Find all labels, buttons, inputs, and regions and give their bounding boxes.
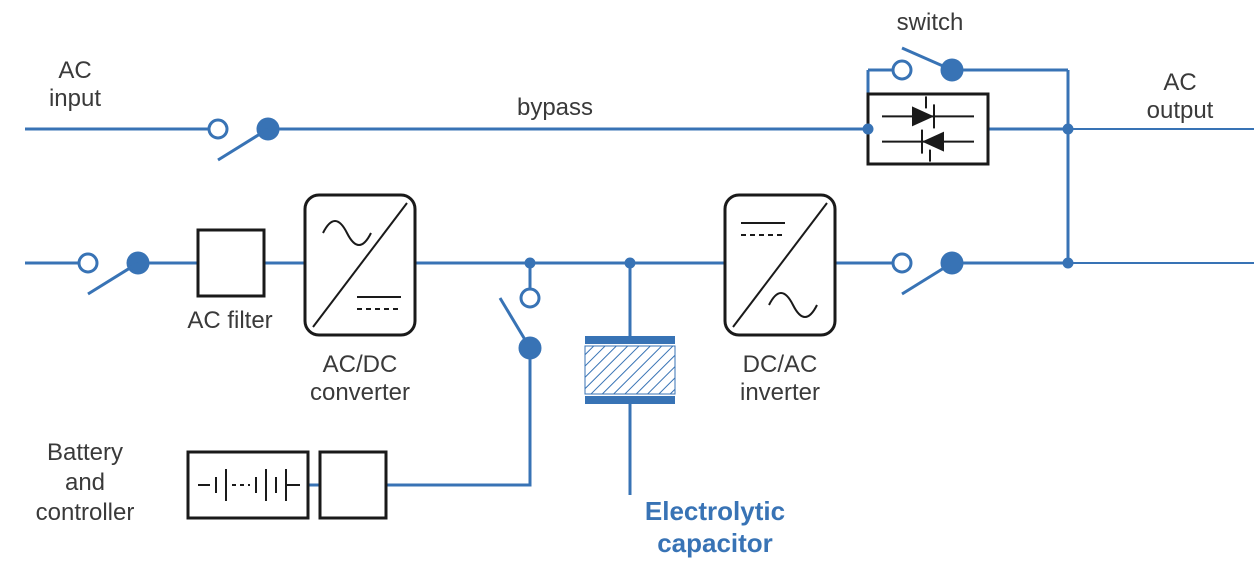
label-dcac-1: DC/AC xyxy=(743,351,818,378)
label-switch: switch xyxy=(897,9,964,36)
label-ac-filter: AC filter xyxy=(187,307,272,334)
label-dcac-2: inverter xyxy=(740,379,820,406)
node-thyr-left xyxy=(864,125,872,133)
switch-battery-open xyxy=(521,289,539,307)
label-ecap-1: Electrolytic xyxy=(645,496,785,526)
label-ac-input-1: AC xyxy=(58,57,91,84)
controller-box xyxy=(320,452,386,518)
label-ac-output-2: output xyxy=(1147,97,1214,124)
label-batt-2: and xyxy=(65,469,105,496)
switch-output-open xyxy=(893,254,911,272)
static-switch-box xyxy=(868,94,988,164)
switch-main-in-open xyxy=(79,254,97,272)
switch-bypass-in-open xyxy=(209,120,227,138)
node-cap-tap xyxy=(626,259,634,267)
cap-dielectric xyxy=(585,346,675,394)
ac-filter-box xyxy=(198,230,264,296)
label-acdc-2: converter xyxy=(310,379,410,406)
label-ac-input-2: input xyxy=(49,85,101,112)
switch-top-open xyxy=(893,61,911,79)
label-ac-output-1: AC xyxy=(1163,69,1196,96)
node-bat-tap xyxy=(526,259,534,267)
label-ecap-2: capacitor xyxy=(657,528,773,558)
label-batt-1: Battery xyxy=(47,439,123,466)
node-right-bypass xyxy=(1064,125,1072,133)
node-right-main xyxy=(1064,259,1072,267)
label-acdc-1: AC/DC xyxy=(323,351,398,378)
cap-plate-top xyxy=(585,336,675,344)
cap-plate-bot xyxy=(585,396,675,404)
label-bypass: bypass xyxy=(517,94,593,121)
label-batt-3: controller xyxy=(36,499,135,526)
wire-batsw-to-ctrl xyxy=(386,348,530,485)
